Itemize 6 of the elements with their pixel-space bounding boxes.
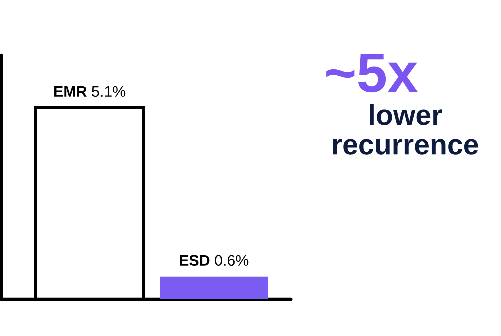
x-tick-label: EMR <box>54 86 87 97</box>
text: lower recurrence <box>333 104 478 155</box>
text: ~5x <box>326 54 418 93</box>
x-tick-label: ESD <box>180 255 210 266</box>
data-label: 5.1% <box>92 86 126 98</box>
data-label: 0.6% <box>215 255 249 266</box>
